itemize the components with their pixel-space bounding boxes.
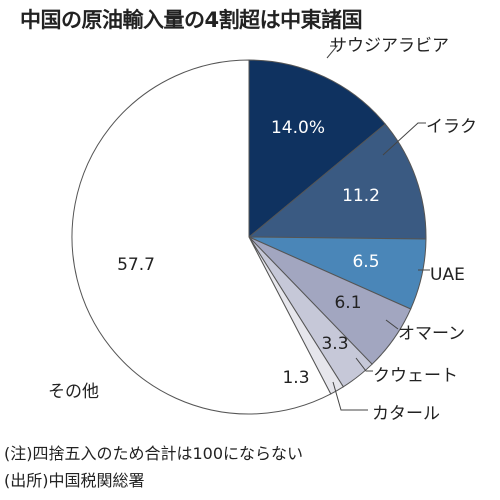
slice-value-label-2: 6.5	[352, 252, 379, 272]
slice-category-label-3: オマーン	[398, 324, 465, 344]
slice-category-label-5: カタール	[372, 404, 440, 424]
slice-category-label-0: サウジアラビア	[330, 36, 449, 56]
slice-value-label-1: 11.2	[342, 186, 380, 206]
slice-value-label-3: 6.1	[334, 293, 361, 313]
pie-slice-1	[247, 123, 427, 240]
slice-category-label-1: イラク	[426, 117, 477, 137]
slice-value-label-5: 1.3	[282, 368, 309, 388]
chart-title: 中国の原油輸入量の4割超は中東諸国	[20, 8, 363, 32]
slice-category-label-6: その他	[48, 382, 99, 402]
leader-line-3	[385, 319, 399, 330]
slice-category-label-2: UAE	[430, 265, 465, 285]
slice-value-label-6: 57.7	[117, 255, 155, 275]
leader-line-4	[355, 357, 373, 372]
pie-slice-6	[71, 59, 332, 415]
leader-line-1	[382, 122, 426, 156]
leader-line-0	[326, 45, 339, 59]
footnote-source: (出所)中国税関総署	[4, 471, 145, 490]
slice-value-label-0: 14.0%	[271, 118, 325, 138]
slice-value-label-4: 3.3	[321, 334, 348, 354]
footnote-rounding: (注)四捨五入のため合計は100にならない	[4, 444, 304, 463]
leader-line-5	[332, 381, 368, 411]
pie-slice-0	[248, 59, 386, 239]
slice-category-label-4: クウェート	[373, 366, 458, 386]
